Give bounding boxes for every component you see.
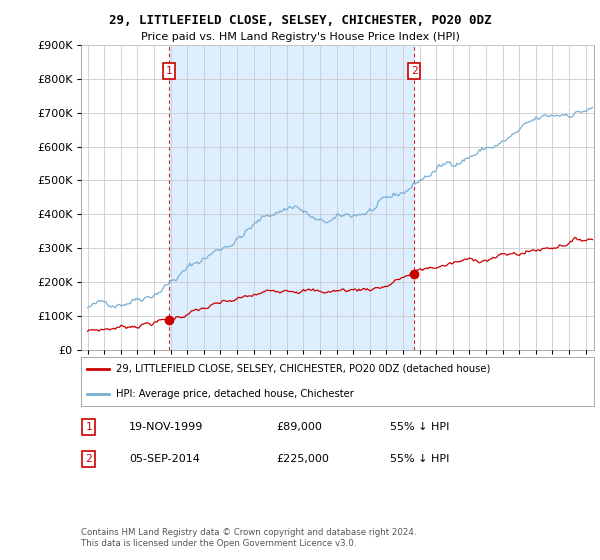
Text: Price paid vs. HM Land Registry's House Price Index (HPI): Price paid vs. HM Land Registry's House … — [140, 32, 460, 43]
Text: 1: 1 — [165, 66, 172, 76]
Text: HPI: Average price, detached house, Chichester: HPI: Average price, detached house, Chic… — [116, 389, 354, 399]
Text: £89,000: £89,000 — [276, 422, 322, 432]
Text: 1: 1 — [85, 422, 92, 432]
Text: 55% ↓ HPI: 55% ↓ HPI — [390, 454, 449, 464]
Text: 29, LITTLEFIELD CLOSE, SELSEY, CHICHESTER, PO20 0DZ (detached house): 29, LITTLEFIELD CLOSE, SELSEY, CHICHESTE… — [116, 363, 490, 374]
Text: Contains HM Land Registry data © Crown copyright and database right 2024.
This d: Contains HM Land Registry data © Crown c… — [81, 528, 416, 548]
Text: 55% ↓ HPI: 55% ↓ HPI — [390, 422, 449, 432]
Text: 05-SEP-2014: 05-SEP-2014 — [129, 454, 200, 464]
Text: £225,000: £225,000 — [276, 454, 329, 464]
Text: 19-NOV-1999: 19-NOV-1999 — [129, 422, 203, 432]
Bar — [169, 45, 414, 350]
Text: 2: 2 — [411, 66, 418, 76]
Text: 2: 2 — [85, 454, 92, 464]
Text: 29, LITTLEFIELD CLOSE, SELSEY, CHICHESTER, PO20 0DZ: 29, LITTLEFIELD CLOSE, SELSEY, CHICHESTE… — [109, 14, 491, 27]
